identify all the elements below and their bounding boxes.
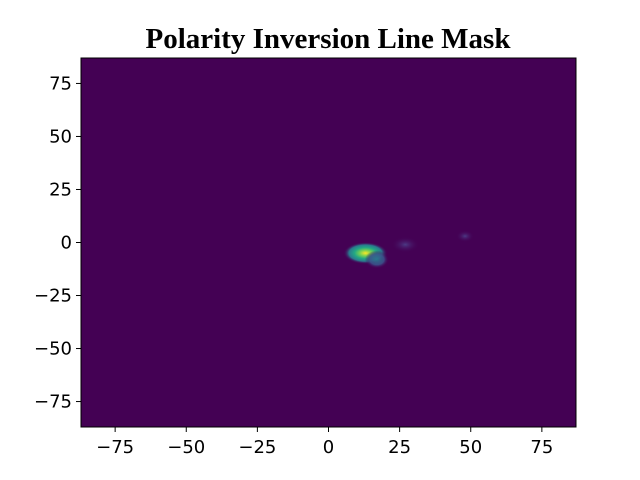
heatmap-hotspot [456, 230, 475, 243]
y-tick-label: −75 [34, 392, 72, 413]
y-tick-label: −25 [34, 286, 72, 307]
y-tick-label: 25 [49, 179, 72, 200]
x-tick-label: −25 [238, 437, 276, 458]
x-tick-label: 0 [323, 437, 334, 458]
x-tick-label: 50 [459, 437, 482, 458]
y-tick-label: 75 [49, 73, 72, 94]
y-axis: 75 50 25 0 −25 −50 −75 [34, 73, 81, 413]
x-tick-label: 25 [388, 437, 411, 458]
y-tick-label: 50 [49, 126, 72, 147]
x-axis: −75 −50 −25 0 25 50 75 [96, 427, 553, 458]
y-tick-label: −50 [34, 339, 72, 360]
heatmap-hotspot [391, 236, 420, 253]
x-tick-label: 75 [530, 437, 553, 458]
heatmap-background [81, 58, 576, 427]
heatmap-hotspots [343, 230, 475, 269]
heatmap-hotspot [364, 250, 389, 269]
x-tick-label: −75 [96, 437, 134, 458]
x-tick-label: −50 [167, 437, 205, 458]
chart-title: Polarity Inversion Line Mask [146, 23, 512, 55]
y-tick-label: 0 [61, 233, 72, 254]
